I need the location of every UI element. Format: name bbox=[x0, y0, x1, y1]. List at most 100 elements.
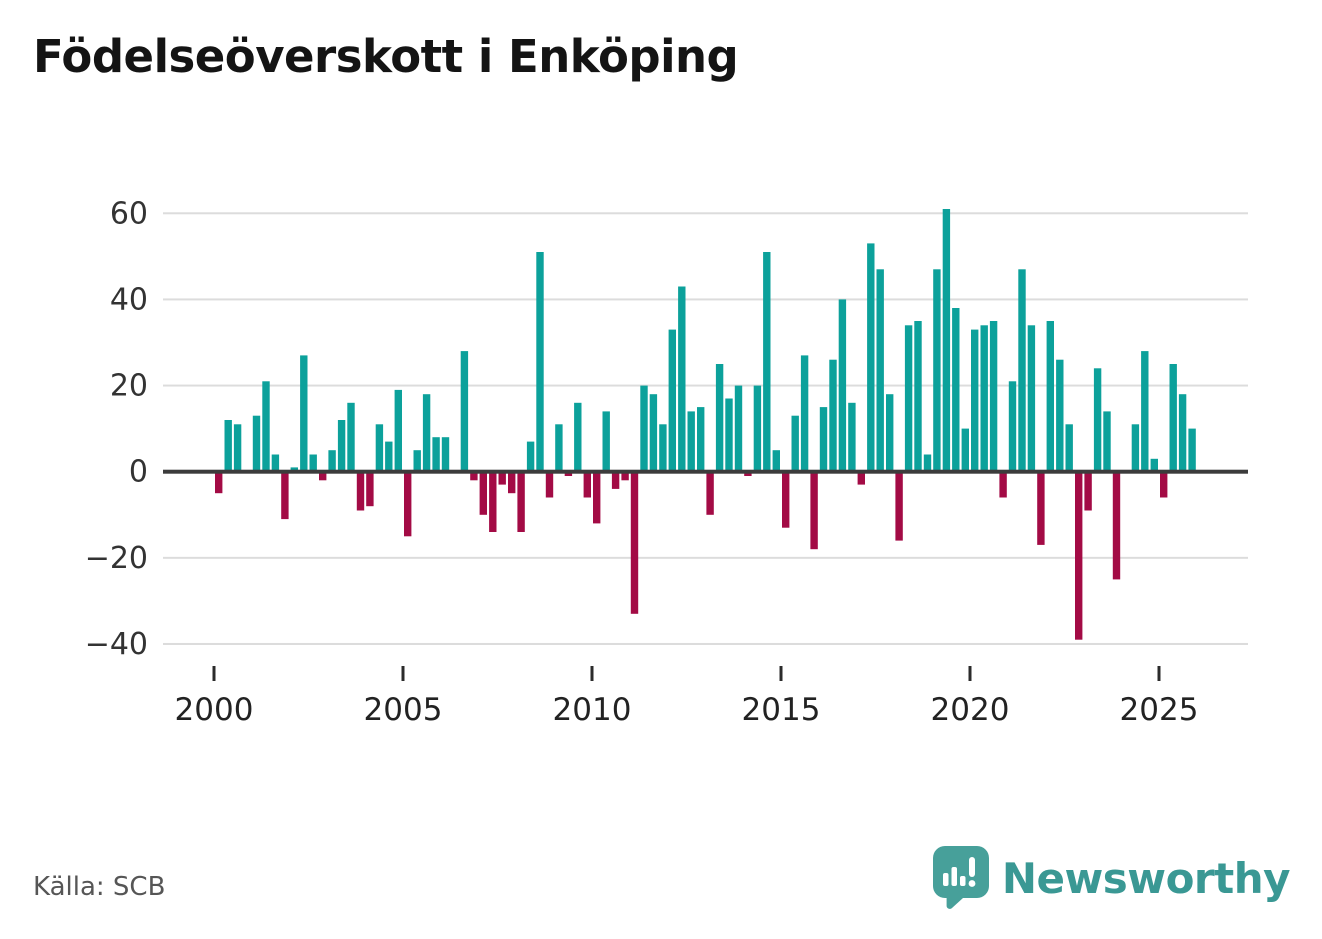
x-tick-2020 bbox=[968, 666, 972, 681]
zero-axis-line bbox=[163, 469, 1248, 474]
bar-2003-q2 bbox=[337, 420, 346, 472]
bar-2021-q4 bbox=[1037, 471, 1045, 545]
bar-2009-q1 bbox=[555, 424, 563, 472]
bar-2011-q4 bbox=[659, 424, 667, 472]
bar-2013-q1 bbox=[706, 471, 714, 515]
bar-2015-q2 bbox=[791, 415, 799, 472]
bar-2014-q3 bbox=[763, 252, 771, 472]
bar-2009-q3 bbox=[574, 402, 582, 472]
bar-2005-q3 bbox=[422, 394, 431, 472]
y-tick-label-20: 20 bbox=[110, 369, 148, 404]
bar-2004-q1 bbox=[366, 471, 374, 507]
x-tick-2000 bbox=[212, 666, 216, 681]
bar-2023-q3 bbox=[1103, 411, 1111, 472]
bar-2006-q3 bbox=[460, 351, 469, 472]
bar-2003-q4 bbox=[356, 471, 365, 511]
bar-2022-q1 bbox=[1046, 321, 1054, 472]
y-tick-label-60: 60 bbox=[110, 196, 148, 231]
bar-2008-q4 bbox=[545, 471, 554, 498]
bar-2000-q3 bbox=[233, 424, 242, 472]
x-tick-label-2010: 2010 bbox=[553, 692, 632, 728]
bar-2007-q1 bbox=[479, 471, 487, 515]
bar-2019-q2 bbox=[942, 209, 951, 472]
page-title: Födelseöverskott i Enköping bbox=[33, 30, 739, 83]
bar-2002-q1 bbox=[290, 467, 298, 472]
bar-2017-q4 bbox=[886, 394, 894, 472]
x-tick-label-2025: 2025 bbox=[1120, 692, 1199, 728]
bar-2001-q1 bbox=[252, 415, 261, 472]
brand-lockup: Newsworthy bbox=[932, 846, 1291, 910]
bar-2018-q1 bbox=[895, 471, 903, 541]
source-label: Källa: SCB bbox=[33, 872, 166, 902]
bar-2010-q1 bbox=[593, 471, 601, 524]
bar-2002-q3 bbox=[309, 454, 317, 472]
bar-2012-q4 bbox=[697, 407, 705, 472]
bar-2009-q4 bbox=[583, 471, 591, 498]
bar-2007-q3 bbox=[498, 471, 506, 485]
bar-2014-q1 bbox=[744, 471, 752, 476]
bar-2006-q4 bbox=[470, 471, 478, 481]
bar-2025-q1 bbox=[1160, 471, 1168, 498]
bar-2022-q3 bbox=[1065, 424, 1073, 472]
bar-2025-q2 bbox=[1169, 364, 1177, 472]
bar-2019-q3 bbox=[952, 308, 960, 472]
bar-2021-q2 bbox=[1018, 269, 1026, 472]
bar-2023-q4 bbox=[1112, 471, 1121, 580]
bar-2016-q2 bbox=[829, 359, 837, 472]
bar-2010-q4 bbox=[621, 471, 629, 481]
bar-2025-q3 bbox=[1178, 394, 1187, 472]
y-tick-label-0: 0 bbox=[129, 455, 148, 490]
x-tick-label-2000: 2000 bbox=[175, 692, 254, 728]
bar-2008-q1 bbox=[517, 471, 525, 532]
bar-2002-q4 bbox=[319, 471, 327, 481]
bar-2017-q1 bbox=[857, 471, 865, 485]
bar-2007-q4 bbox=[508, 471, 516, 494]
bar-2001-q3 bbox=[271, 454, 280, 472]
bar-2010-q3 bbox=[611, 471, 620, 489]
bar-2010-q2 bbox=[602, 411, 610, 472]
bar-2000-q2 bbox=[224, 420, 232, 472]
bar-2014-q2 bbox=[753, 385, 762, 472]
bar-2016-q1 bbox=[819, 407, 828, 472]
bar-2025-q4 bbox=[1188, 428, 1196, 472]
bar-2014-q4 bbox=[772, 450, 780, 472]
bar-2024-q4 bbox=[1150, 458, 1158, 472]
bar-2020-q4 bbox=[999, 471, 1007, 498]
bar-2020-q2 bbox=[980, 325, 988, 472]
gridline--20 bbox=[163, 556, 1248, 559]
bar-2004-q2 bbox=[375, 424, 384, 472]
bar-2018-q2 bbox=[904, 325, 913, 472]
bar-2005-q2 bbox=[413, 450, 421, 472]
bar-2019-q4 bbox=[961, 428, 969, 472]
x-tick-label-2020: 2020 bbox=[931, 692, 1010, 728]
bar-2019-q1 bbox=[933, 269, 941, 472]
bar-2023-q2 bbox=[1093, 368, 1102, 472]
bar-2013-q3 bbox=[725, 398, 733, 472]
bar-2018-q4 bbox=[923, 454, 932, 472]
gridline-40 bbox=[163, 298, 1248, 301]
bar-2018-q3 bbox=[914, 321, 922, 472]
bar-2004-q3 bbox=[385, 441, 393, 472]
bar-2004-q4 bbox=[394, 389, 402, 472]
x-tick-2025 bbox=[1157, 666, 1161, 681]
bar-2008-q3 bbox=[536, 252, 544, 472]
bar-2003-q3 bbox=[347, 402, 355, 472]
bar-2005-q4 bbox=[432, 437, 440, 472]
bar-2024-q2 bbox=[1131, 424, 1140, 472]
bar-2017-q3 bbox=[876, 269, 884, 472]
bar-2011-q2 bbox=[640, 385, 648, 472]
gridline-20 bbox=[163, 384, 1248, 387]
x-tick-2010 bbox=[590, 666, 594, 681]
gridline-60 bbox=[163, 212, 1248, 215]
bar-2011-q1 bbox=[630, 471, 639, 614]
x-tick-2015 bbox=[779, 666, 783, 681]
bar-2022-q4 bbox=[1075, 471, 1083, 640]
newsworthy-logo-icon bbox=[932, 846, 989, 909]
bar-2001-q2 bbox=[262, 381, 270, 472]
x-tick-label-2015: 2015 bbox=[742, 692, 821, 728]
bar-2001-q4 bbox=[281, 471, 289, 520]
bar-chart: 60 40 20 0 −20 −40 2000 2005 2010 2015 2020 2025 bbox=[85, 196, 1248, 728]
bar-2021-q3 bbox=[1027, 325, 1036, 472]
bar-2015-q3 bbox=[800, 355, 809, 472]
